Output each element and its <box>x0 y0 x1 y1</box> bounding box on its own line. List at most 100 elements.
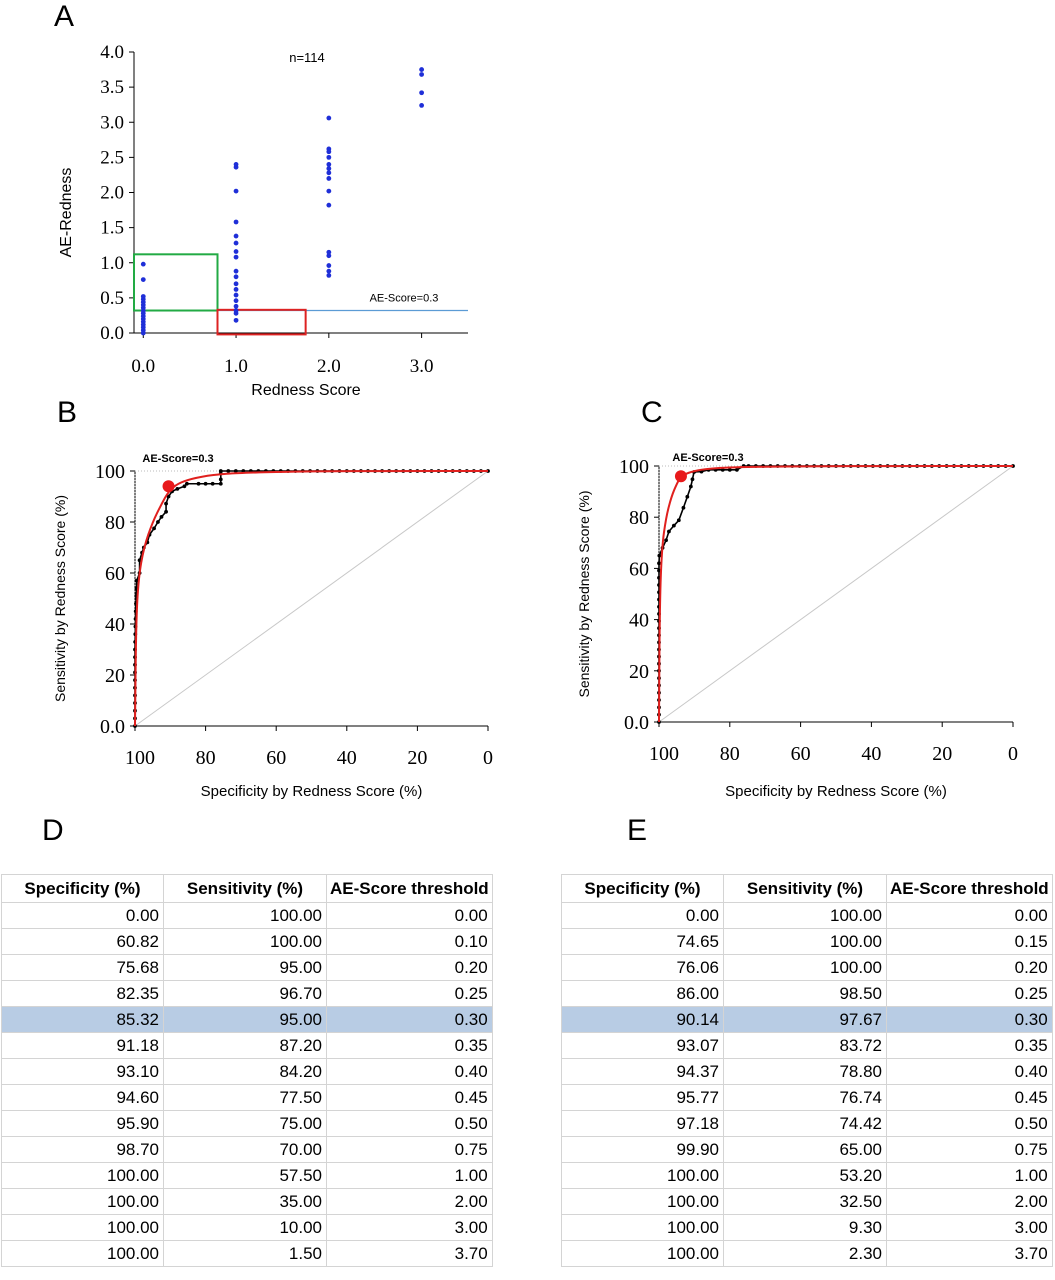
table-cell: 94.60 <box>1 1084 164 1111</box>
roc-data-point <box>676 518 681 523</box>
table-row: 100.00 1.50 3.70 <box>1 1240 493 1267</box>
x-tick-label: 0.0 <box>131 356 155 377</box>
panel-letter-a: A <box>54 0 75 33</box>
table-row: 90.14 97.67 0.30 <box>561 1006 1053 1033</box>
table-cell: 100.00 <box>723 928 887 955</box>
roc-chart-c: 0.0 20 40 60 80 100 100 80 60 40 20 0 Specificity by… <box>576 452 1018 800</box>
y-tick-label: 3.0 <box>100 112 124 133</box>
data-point <box>326 272 332 278</box>
table-cell: 86.00 <box>561 980 724 1007</box>
table-cell: 53.20 <box>723 1162 887 1189</box>
roc-data-point <box>164 509 168 514</box>
roc-data-point <box>690 477 695 482</box>
data-point <box>140 294 146 299</box>
data-point <box>326 176 332 181</box>
table-cell: 2.00 <box>326 1188 493 1215</box>
y-tick-label: 2.0 <box>100 183 124 204</box>
table-cell: 0.15 <box>886 928 1053 955</box>
x-axis-title: Specificity by Redness Score (%) <box>201 783 423 800</box>
table-cell: 74.42 <box>723 1110 887 1137</box>
table-row: 100.00 10.00 3.00 <box>1 1214 493 1241</box>
data-point <box>233 188 239 194</box>
panel-letter-d: D <box>42 814 64 847</box>
optimal-threshold-marker <box>674 470 687 483</box>
data-point <box>233 254 239 260</box>
x-axis-title: Specificity by Redness Score (%) <box>725 783 947 800</box>
x-tick-label: 20 <box>407 747 427 769</box>
table-cell: 100.00 <box>723 902 887 929</box>
table-cell: 3.00 <box>886 1214 1053 1241</box>
table-row: 100.00 35.00 2.00 <box>1 1188 493 1215</box>
data-point <box>326 166 332 172</box>
scatter-chart-ae-redness: 0.0 0.5 1.0 1.5 2.0 2.5 3.0 3.5 4.0 0.0 1.0 2.0 3.0 R… <box>58 42 468 399</box>
table-header-row: Specificity (%) Sensitivity (%) AE-Score… <box>1 874 493 903</box>
green-highlight-box <box>133 253 219 312</box>
x-tick-label: 100 <box>649 743 679 765</box>
table-cell: 100.00 <box>561 1214 724 1241</box>
data-point <box>419 102 425 108</box>
table-cell: 95.00 <box>163 954 327 981</box>
data-point <box>419 90 425 96</box>
table-cell: 57.50 <box>163 1162 327 1189</box>
table-cell: 0.75 <box>326 1136 493 1163</box>
table-row: 98.70 70.00 0.75 <box>1 1136 493 1163</box>
roc-data-point <box>688 484 693 489</box>
table-cell: 91.18 <box>1 1032 164 1059</box>
y-tick-label: 100 <box>619 456 649 478</box>
table-cell: 0.20 <box>326 954 493 981</box>
table-header-cell: Specificity (%) <box>561 874 724 903</box>
data-point <box>326 268 332 274</box>
table-row: 100.00 2.30 3.70 <box>561 1240 1053 1267</box>
table-cell: 77.50 <box>163 1084 327 1111</box>
y-tick-label: 1.0 <box>100 253 124 274</box>
roc-chart-b: 0.0 20 40 60 80 100 100 80 60 40 20 0 Specificity by… <box>52 453 493 800</box>
roc-data-point <box>727 467 732 472</box>
table-row: 93.07 83.72 0.35 <box>561 1032 1053 1059</box>
table-cell: 0.25 <box>326 980 493 1007</box>
table-cell: 0.00 <box>326 902 493 929</box>
table-cell: 74.65 <box>561 928 724 955</box>
x-tick-label: 40 <box>337 747 357 769</box>
table-cell: 83.72 <box>723 1032 887 1059</box>
table-cell: 100.00 <box>1 1162 164 1189</box>
table-cell: 94.37 <box>561 1058 724 1085</box>
table-cell: 98.50 <box>723 980 887 1007</box>
table-cell: 0.30 <box>326 1006 493 1033</box>
y-tick-label: 60 <box>105 563 125 585</box>
threshold-label: AE-Score=0.3 <box>370 293 439 305</box>
table-cell: 0.40 <box>326 1058 493 1085</box>
y-tick-label: 4.0 <box>100 42 124 63</box>
data-point <box>233 162 239 167</box>
table-cell: 85.32 <box>1 1006 164 1033</box>
roc-data-point <box>156 520 160 524</box>
table-row: 0.00 100.00 0.00 <box>1 902 493 929</box>
y-tick-label: 0.5 <box>100 288 124 309</box>
table-cell: 100.00 <box>163 902 327 929</box>
x-tick-label: 2.0 <box>317 356 341 377</box>
table-cell: 0.35 <box>326 1032 493 1059</box>
table-cell: 95.77 <box>561 1084 724 1111</box>
roc-data-point <box>134 578 139 583</box>
roc-data-point <box>657 561 661 566</box>
table-cell: 100.00 <box>561 1188 724 1215</box>
y-tick-label: 1.5 <box>100 218 124 239</box>
y-tick-label: 0.0 <box>624 712 649 734</box>
roc-data-point <box>152 526 156 531</box>
table-header-cell: Specificity (%) <box>1 874 164 903</box>
threshold-annotation: AE-Score=0.3 <box>672 452 743 464</box>
roc-data-point <box>210 481 215 486</box>
table-row: 99.90 65.00 0.75 <box>561 1136 1053 1163</box>
data-point <box>326 162 332 167</box>
data-point <box>233 281 239 287</box>
roc-data-point <box>175 486 180 491</box>
threshold-annotation: AE-Score=0.3 <box>142 453 213 465</box>
table-row: 0.00 100.00 0.00 <box>561 902 1053 929</box>
table-cell: 90.14 <box>561 1006 724 1033</box>
diagonal-reference-line <box>658 465 1014 723</box>
table-cell: 3.00 <box>326 1214 493 1241</box>
data-point <box>233 287 239 292</box>
data-point <box>326 253 332 259</box>
y-tick-label: 40 <box>629 610 649 632</box>
table-cell: 0.20 <box>886 954 1053 981</box>
table-cell: 2.00 <box>886 1188 1053 1215</box>
